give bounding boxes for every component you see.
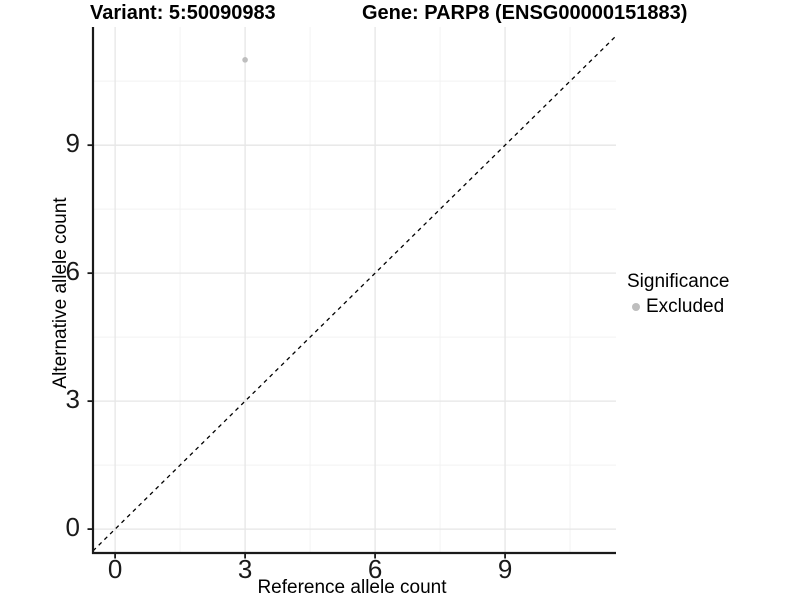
plot-title-gene: Gene: PARP8 (ENSG00000151883) xyxy=(362,2,688,24)
legend-item-label: Excluded xyxy=(646,296,725,317)
x-tick-label: 3 xyxy=(238,554,252,584)
y-tick-label: 3 xyxy=(66,384,80,414)
y-tick-label: 6 xyxy=(66,256,80,286)
legend-point-icon xyxy=(632,303,640,311)
plot-title-variant: Variant: 5:50090983 xyxy=(90,2,276,24)
legend: Significance Excluded xyxy=(627,271,729,318)
identity-dashed-line xyxy=(92,35,617,552)
y-axis-title: Alternative allele count xyxy=(50,197,71,389)
legend-item-excluded: Excluded xyxy=(627,296,729,318)
y-tick-label: 9 xyxy=(66,128,80,158)
data-point xyxy=(242,57,248,63)
x-axis-title: Reference allele count xyxy=(257,577,447,598)
x-tick-label: 6 xyxy=(368,554,382,584)
x-tick-label: 0 xyxy=(108,554,122,584)
x-tick-label: 9 xyxy=(498,554,512,584)
y-tick-label: 0 xyxy=(66,512,80,542)
legend-title: Significance xyxy=(627,271,730,292)
